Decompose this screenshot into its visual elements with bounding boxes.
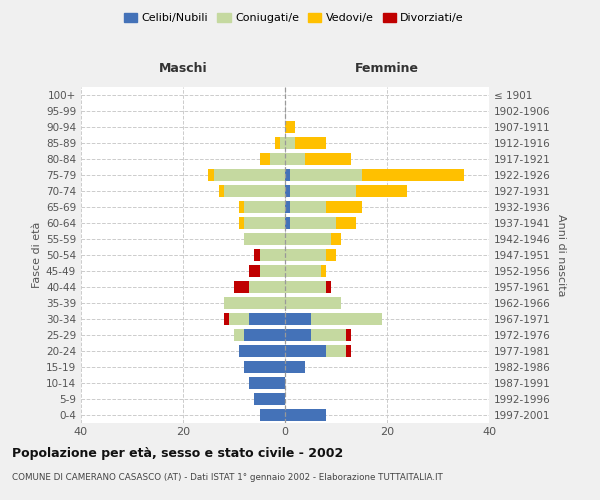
Text: Maschi: Maschi <box>158 62 208 74</box>
Bar <box>321 265 326 277</box>
Bar <box>260 265 285 277</box>
Bar <box>290 170 362 181</box>
Bar <box>326 249 336 261</box>
Bar <box>239 344 285 356</box>
Bar <box>260 154 270 166</box>
Bar <box>250 281 285 293</box>
Bar <box>214 170 285 181</box>
Bar <box>275 138 280 149</box>
Bar <box>280 138 285 149</box>
Bar <box>219 185 224 197</box>
Bar <box>244 329 285 340</box>
Bar <box>311 329 346 340</box>
Bar <box>326 344 346 356</box>
Bar <box>346 344 352 356</box>
Bar <box>295 138 326 149</box>
Bar <box>270 154 285 166</box>
Text: Femmine: Femmine <box>355 62 419 74</box>
Bar <box>234 329 244 340</box>
Bar <box>285 281 326 293</box>
Bar <box>290 185 356 197</box>
Bar <box>224 185 285 197</box>
Bar <box>285 185 290 197</box>
Bar <box>234 281 250 293</box>
Bar <box>285 217 290 229</box>
Bar <box>250 265 260 277</box>
Bar <box>285 233 331 245</box>
Bar <box>224 297 285 309</box>
Bar <box>224 313 229 325</box>
Bar <box>285 408 326 420</box>
Bar <box>285 249 326 261</box>
Bar <box>285 201 290 213</box>
Bar <box>250 313 285 325</box>
Bar <box>285 170 290 181</box>
Bar <box>285 138 295 149</box>
Bar <box>285 154 305 166</box>
Bar <box>260 408 285 420</box>
Bar <box>326 281 331 293</box>
Bar <box>244 233 285 245</box>
Bar <box>250 376 285 388</box>
Text: COMUNE DI CAMERANO CASASCO (AT) - Dati ISTAT 1° gennaio 2002 - Elaborazione TUTT: COMUNE DI CAMERANO CASASCO (AT) - Dati I… <box>12 472 443 482</box>
Bar <box>362 170 464 181</box>
Y-axis label: Anni di nascita: Anni di nascita <box>556 214 566 296</box>
Bar <box>336 217 356 229</box>
Bar <box>244 201 285 213</box>
Bar <box>285 297 341 309</box>
Bar <box>244 360 285 372</box>
Bar <box>244 217 285 229</box>
Bar <box>285 265 321 277</box>
Bar <box>285 122 295 134</box>
Bar <box>254 249 260 261</box>
Bar <box>285 313 311 325</box>
Y-axis label: Fasce di età: Fasce di età <box>32 222 42 288</box>
Bar <box>239 217 244 229</box>
Bar <box>254 392 285 404</box>
Bar <box>260 249 285 261</box>
Legend: Celibi/Nubili, Coniugati/e, Vedovi/e, Divorziati/e: Celibi/Nubili, Coniugati/e, Vedovi/e, Di… <box>119 8 469 28</box>
Bar <box>356 185 407 197</box>
Bar <box>290 201 326 213</box>
Bar <box>285 360 305 372</box>
Bar <box>331 233 341 245</box>
Bar <box>305 154 352 166</box>
Bar <box>209 170 214 181</box>
Bar <box>326 201 362 213</box>
Bar <box>239 201 244 213</box>
Bar <box>229 313 250 325</box>
Bar <box>285 344 326 356</box>
Bar <box>285 329 311 340</box>
Bar <box>290 217 336 229</box>
Text: Popolazione per età, sesso e stato civile - 2002: Popolazione per età, sesso e stato civil… <box>12 448 343 460</box>
Bar <box>311 313 382 325</box>
Bar <box>346 329 352 340</box>
